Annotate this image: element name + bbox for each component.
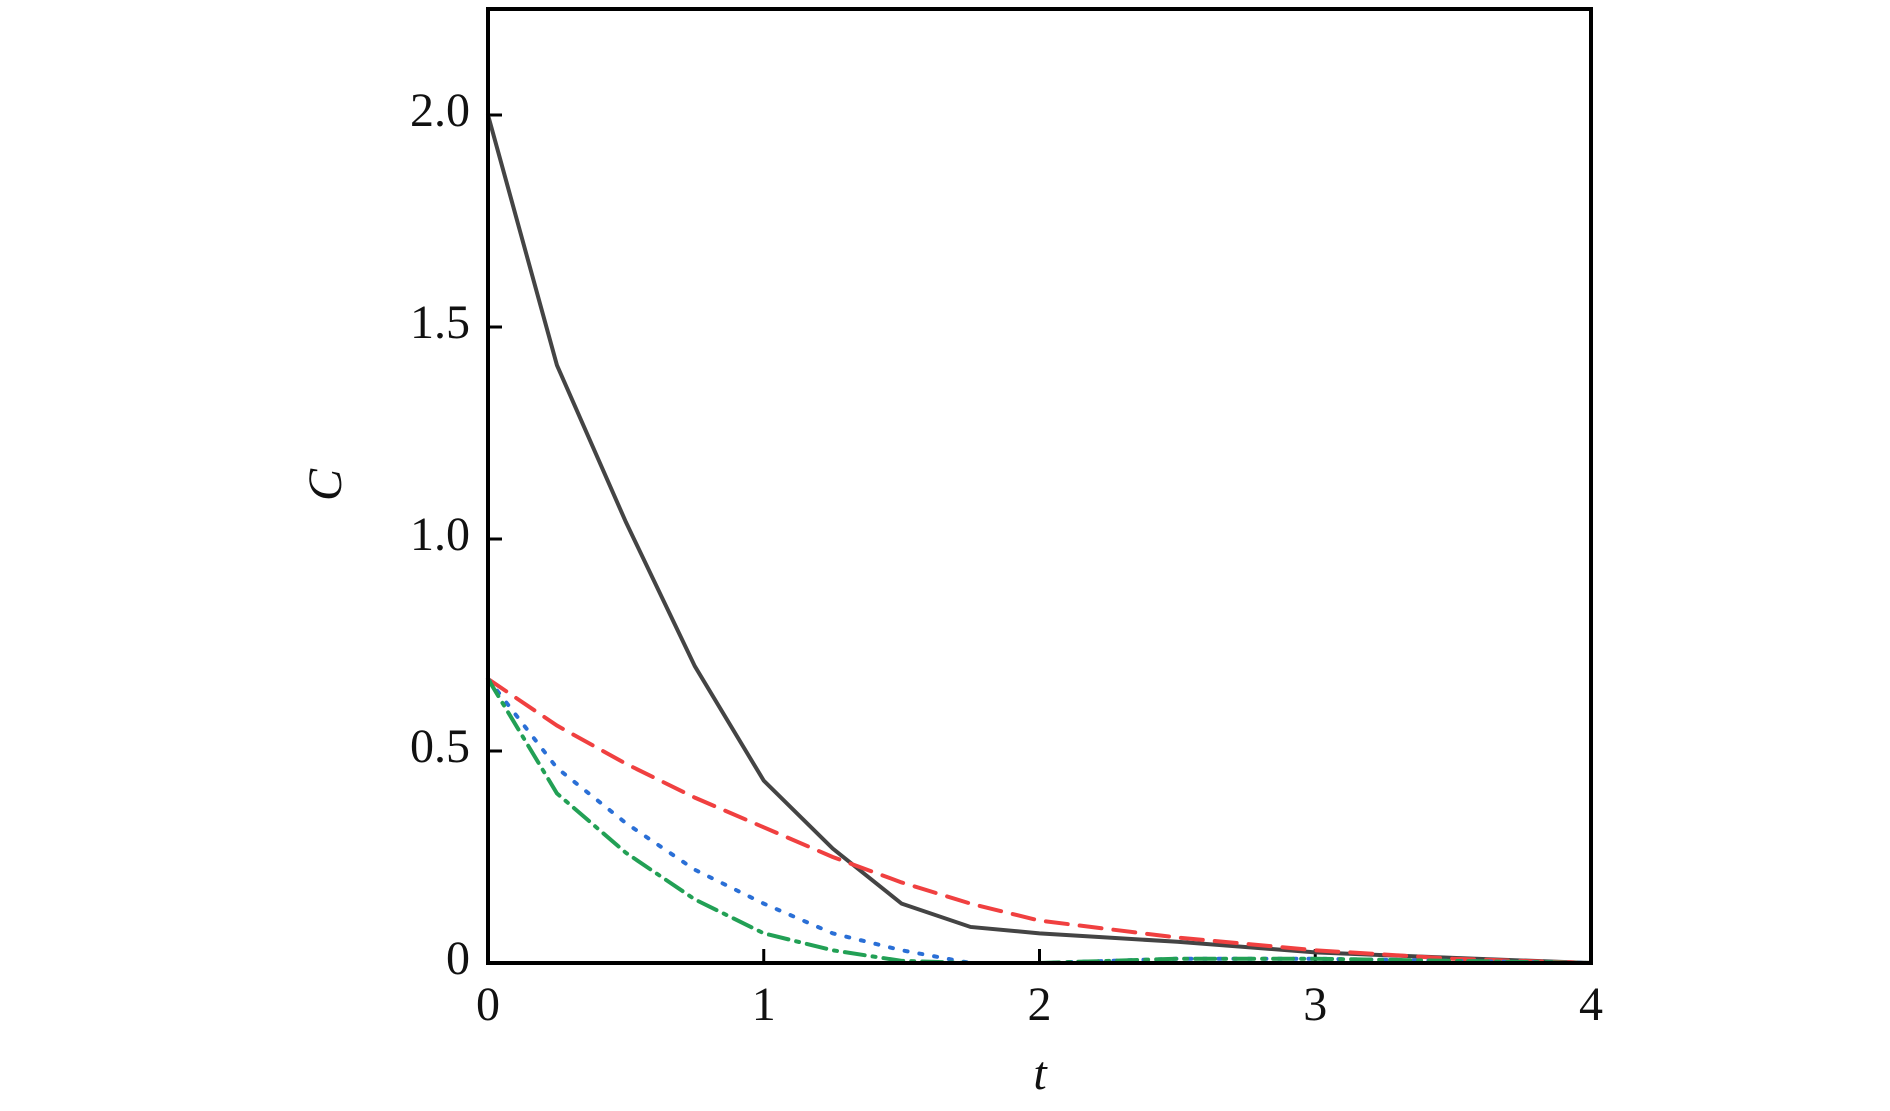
line-series <box>486 676 1593 965</box>
x-tick-label: 1 <box>752 978 776 1031</box>
x-tick-label: 4 <box>1579 978 1603 1031</box>
y-tick-label: 2.0 <box>410 84 470 137</box>
line-series <box>486 676 1593 965</box>
x-tick-label: 3 <box>1303 978 1327 1031</box>
x-axis-label: t <box>1033 1047 1048 1100</box>
y-tick-label: 1.0 <box>410 508 470 561</box>
line-series <box>486 676 1593 965</box>
y-tick-label: 0 <box>446 932 470 985</box>
line-series <box>486 113 1593 965</box>
y-axis-label: C <box>299 468 352 501</box>
y-tick-label: 1.5 <box>410 296 470 349</box>
x-tick-label: 2 <box>1028 978 1052 1031</box>
x-tick-label: 0 <box>476 978 500 1031</box>
y-tick-label: 0.5 <box>410 720 470 773</box>
plot-frame <box>486 7 1593 965</box>
